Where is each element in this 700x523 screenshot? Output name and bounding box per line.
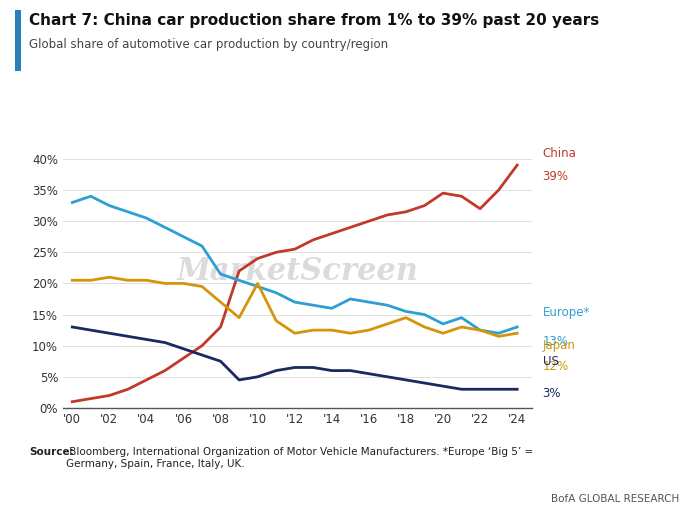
- Text: Japan: Japan: [542, 339, 575, 353]
- Text: BofA GLOBAL RESEARCH: BofA GLOBAL RESEARCH: [551, 494, 679, 504]
- Text: Source:: Source:: [29, 447, 74, 457]
- Text: China: China: [542, 147, 576, 160]
- Text: Europe*: Europe*: [542, 306, 590, 319]
- Text: Global share of automotive car production by country/region: Global share of automotive car productio…: [29, 38, 388, 51]
- Text: 3%: 3%: [542, 386, 561, 400]
- Text: US: US: [542, 355, 559, 368]
- Text: MarketScreen: MarketScreen: [176, 256, 419, 288]
- Text: 39%: 39%: [542, 170, 568, 184]
- Text: 12%: 12%: [542, 360, 568, 373]
- Text: Chart 7: China car production share from 1% to 39% past 20 years: Chart 7: China car production share from…: [29, 13, 600, 28]
- Text: 13%: 13%: [542, 335, 568, 348]
- Text: Bloomberg, International Organization of Motor Vehicle Manufacturers. *Europe ‘B: Bloomberg, International Organization of…: [66, 447, 533, 469]
